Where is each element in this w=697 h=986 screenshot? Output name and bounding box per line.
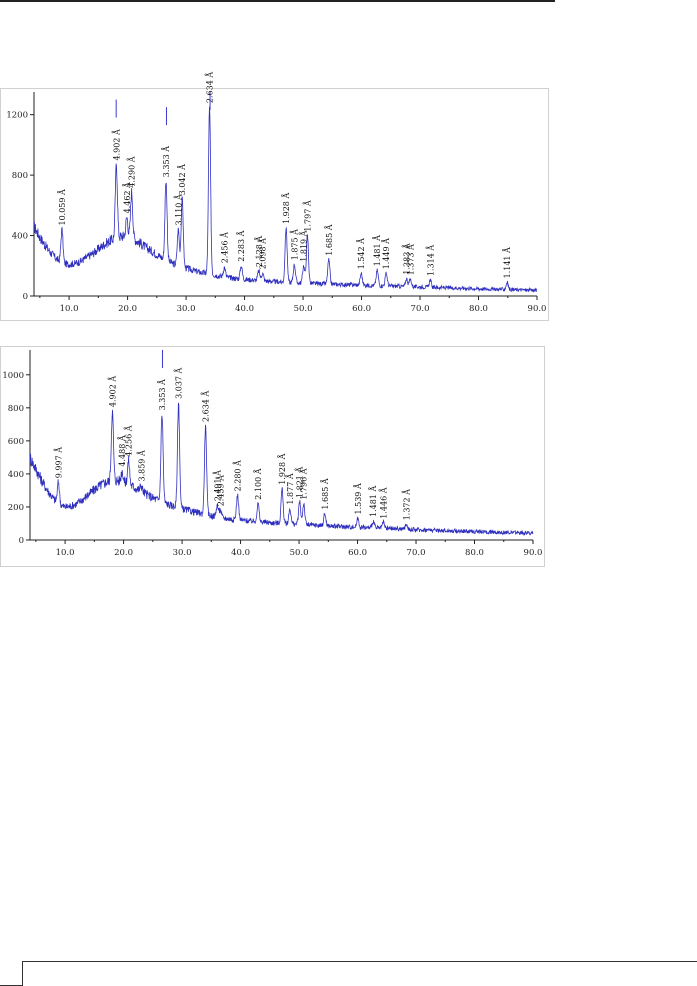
x-tick-label: 80.0 xyxy=(465,548,484,558)
peak-label: 2.100 Å xyxy=(254,468,263,499)
y-tick-label: 800 xyxy=(12,171,28,181)
peak-label: 4.902 Å xyxy=(108,376,117,407)
peak-label: 1.819 Å xyxy=(300,230,309,261)
peak-label: 4.462 Å xyxy=(123,182,132,213)
peak-label: 1.877 Å xyxy=(286,473,295,504)
peak-label: 10.059 Å xyxy=(58,189,67,226)
peak-label: 1.539 Å xyxy=(354,483,363,514)
peak-label: 4.902 Å xyxy=(112,129,121,160)
peak-label: 9.997 Å xyxy=(54,447,63,478)
peak-label: 2.491 Å xyxy=(213,470,222,501)
x-tick-label: 20.0 xyxy=(118,304,137,314)
peak-label: 4.488 Å xyxy=(118,435,127,466)
peak-label: 1.314 Å xyxy=(426,245,435,276)
x-tick-label: 20.0 xyxy=(114,548,133,558)
peak-label: 1.141 Å xyxy=(503,247,512,278)
x-tick-label: 10.0 xyxy=(56,548,75,558)
x-tick-label: 60.0 xyxy=(348,548,367,558)
peak-label: 2.283 Å xyxy=(237,230,246,261)
y-tick-label: 0 xyxy=(23,292,28,302)
x-tick-label: 40.0 xyxy=(231,548,250,558)
y-tick-label: 1200 xyxy=(6,111,28,121)
y-tick-label: 1000 xyxy=(2,371,24,381)
peak-label: 3.042 Å xyxy=(178,164,187,195)
x-tick-label: 30.0 xyxy=(173,548,192,558)
x-tick-label: 90.0 xyxy=(524,548,543,558)
peak-label: 1.373 Å xyxy=(406,244,415,275)
x-tick-label: 60.0 xyxy=(352,304,371,314)
x-tick-label: 50.0 xyxy=(294,304,313,314)
x-tick-label: 90.0 xyxy=(528,304,547,314)
peak-label: 2.098 Å xyxy=(259,238,268,269)
peak-label: 1.875 Å xyxy=(290,229,299,260)
diffraction-trace xyxy=(33,106,537,293)
peak-label: 1.481 Å xyxy=(373,235,382,266)
x-tick-label: 10.0 xyxy=(60,304,79,314)
peak-label: 1.383 Å xyxy=(403,243,412,274)
xrd-pattern-bottom: 10.0 20.0 30.0 40.0 50.0 60.0 70.0 80.0 90.0 0 200… xyxy=(0,346,545,567)
x-tick-label: 50.0 xyxy=(290,548,309,558)
xrd-pattern-top: 10.0 20.0 30.0 40.0 50.0 60.0 70.0 80.0 90.0 0 400… xyxy=(0,72,549,321)
x-tick-label: 70.0 xyxy=(407,548,426,558)
peak-label: 2.634 Å xyxy=(202,391,211,422)
peak-label: 1.449 Å xyxy=(382,238,391,269)
diffraction-trace xyxy=(29,402,534,536)
y-tick-label: 800 xyxy=(8,404,24,414)
footer-corner-rule xyxy=(22,961,23,986)
chart-frame xyxy=(0,346,545,567)
peak-label: 1.797 Å xyxy=(303,200,312,231)
peak-label: 1.928 Å xyxy=(278,453,287,484)
x-tick-label: 70.0 xyxy=(411,304,430,314)
x-tick-label: 40.0 xyxy=(235,304,254,314)
peak-label: 1.372 Å xyxy=(402,489,411,520)
peak-label: 2.456 Å xyxy=(220,232,229,263)
peak-label: 2.459 Å xyxy=(216,475,225,506)
peak-label: 1.542 Å xyxy=(357,238,366,269)
peak-label: 1.685 Å xyxy=(321,478,330,509)
peak-label: 3.353 Å xyxy=(158,379,167,410)
y-tick-label: 400 xyxy=(8,470,24,480)
peak-label: 2.128 Å xyxy=(255,236,264,267)
footer-rule xyxy=(22,961,697,962)
peak-label: 1.685 Å xyxy=(325,224,334,255)
chart-frame xyxy=(0,88,549,321)
peak-label: 3.037 Å xyxy=(175,367,184,398)
peak-label: 2.634 Å xyxy=(206,72,215,103)
peak-label: 1.446 Å xyxy=(379,487,388,518)
peak-label: 4.290 Å xyxy=(128,156,137,187)
peak-label: 1.796 Å xyxy=(300,468,309,499)
x-tick-label: 80.0 xyxy=(469,304,488,314)
x-tick-label: 30.0 xyxy=(177,304,196,314)
y-tick-label: 0 xyxy=(19,536,24,546)
peak-label: 3.353 Å xyxy=(162,146,171,177)
y-tick-label: 200 xyxy=(8,503,24,513)
peak-label: 1.481 Å xyxy=(369,486,378,517)
peak-label: 2.280 Å xyxy=(234,460,243,491)
peak-label: 1.821 Å xyxy=(296,467,305,498)
peak-label: 3.859 Å xyxy=(137,450,146,481)
y-tick-label: 600 xyxy=(8,437,24,447)
peak-label: 3.110 Å xyxy=(174,194,183,225)
y-tick-label: 400 xyxy=(12,232,28,242)
peak-label: 4.256 Å xyxy=(125,425,134,456)
top-header-rule xyxy=(0,0,555,2)
peak-label: 1.928 Å xyxy=(282,193,291,224)
